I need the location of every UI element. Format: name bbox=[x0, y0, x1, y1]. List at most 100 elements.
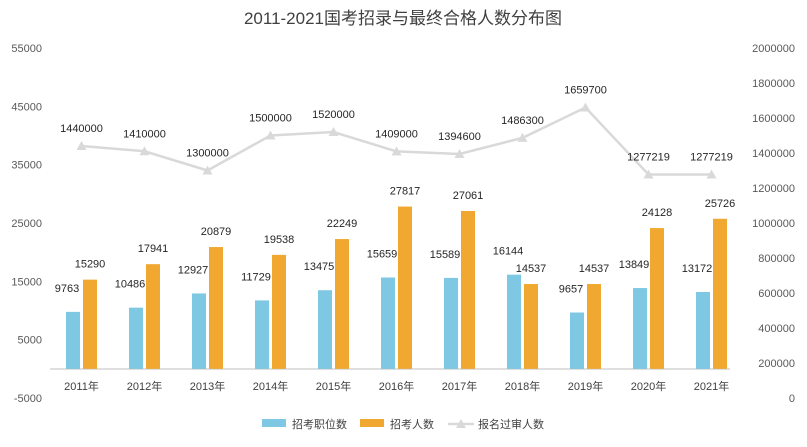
left-axis: 55000 45000 35000 25000 15000 5000 -5000 bbox=[11, 43, 42, 405]
bars bbox=[66, 206, 727, 369]
right-tick-label: 1600000 bbox=[752, 113, 795, 125]
line-point-approved bbox=[391, 146, 402, 156]
legend-swatch-positions bbox=[262, 419, 286, 427]
bar-positions bbox=[696, 291, 710, 369]
bar-applicants bbox=[461, 210, 475, 369]
data-label-positions: 12927 bbox=[178, 264, 209, 276]
left-tick-label: 5000 bbox=[18, 335, 42, 347]
x-tick-label: 2011年 bbox=[64, 379, 99, 393]
data-label-applicants: 27061 bbox=[453, 190, 484, 202]
data-label-approved: 1277219 bbox=[690, 151, 733, 163]
bar-applicants bbox=[524, 284, 538, 369]
data-label-applicants: 19538 bbox=[264, 234, 295, 246]
data-label-applicants: 17941 bbox=[138, 243, 169, 255]
bar-positions bbox=[570, 312, 584, 369]
data-label-approved: 1300000 bbox=[186, 148, 229, 160]
line-point-approved bbox=[265, 130, 276, 140]
line-approved bbox=[81, 106, 712, 176]
line-point-approved bbox=[76, 141, 87, 150]
right-axis: 2000000180000016000001400000120000010000… bbox=[752, 43, 795, 405]
data-label-approved: 1486300 bbox=[501, 115, 544, 127]
bar-positions bbox=[129, 307, 143, 369]
data-label-applicants: 24128 bbox=[642, 207, 673, 219]
data-label-positions: 15659 bbox=[367, 248, 398, 260]
bar-positions bbox=[507, 274, 521, 369]
bar-applicants bbox=[146, 264, 160, 369]
bar-positions bbox=[192, 293, 206, 369]
bar-applicants bbox=[398, 206, 412, 369]
right-tick-label: 1000000 bbox=[752, 218, 795, 230]
data-label-positions: 9657 bbox=[559, 284, 583, 296]
bar-positions bbox=[444, 277, 458, 369]
data-label-applicants: 25726 bbox=[705, 198, 736, 210]
data-label-positions: 9763 bbox=[55, 283, 79, 295]
x-tick-label: 2020年 bbox=[631, 379, 666, 393]
data-label-positions: 13849 bbox=[619, 259, 650, 271]
chart-title: 2011-2021国考招录与最终合格人数分布图 bbox=[244, 9, 562, 28]
x-tick-label: 2013年 bbox=[190, 379, 225, 393]
data-labels: 9763 15290 10486 17941 12927 20879 11729 19538 1… bbox=[55, 85, 736, 296]
left-tick-label: 35000 bbox=[11, 160, 42, 172]
left-tick-label: 15000 bbox=[11, 276, 42, 288]
line-point-approved bbox=[328, 127, 339, 136]
data-label-approved: 1500000 bbox=[249, 113, 292, 125]
right-tick-label: 400000 bbox=[758, 323, 795, 335]
data-label-positions: 13172 bbox=[682, 263, 713, 275]
legend-label-approved: 报名过审人数 bbox=[478, 417, 544, 431]
data-label-approved: 1520000 bbox=[312, 109, 355, 121]
x-tick-label: 2017年 bbox=[442, 379, 477, 393]
bar-applicants bbox=[713, 218, 727, 369]
right-tick-label: 1400000 bbox=[752, 148, 795, 160]
data-label-approved: 1409000 bbox=[375, 128, 418, 140]
x-tick-label: 2019年 bbox=[568, 379, 603, 393]
line-point-approved bbox=[454, 148, 465, 158]
line-point-approved bbox=[643, 169, 654, 179]
bar-applicants bbox=[335, 239, 349, 369]
line-point-approved bbox=[706, 169, 717, 179]
data-label-approved: 1410000 bbox=[123, 128, 166, 140]
right-tick-label: 2000000 bbox=[752, 43, 795, 55]
line-point-approved bbox=[202, 165, 213, 175]
data-label-applicants: 14537 bbox=[516, 263, 547, 275]
legend-label-applicants: 招考人数 bbox=[390, 417, 434, 431]
line-point-approved bbox=[580, 102, 591, 112]
left-tick-label: -5000 bbox=[14, 393, 42, 405]
x-tick-label: 2018年 bbox=[505, 379, 540, 393]
data-label-approved: 1659700 bbox=[564, 85, 607, 97]
right-tick-label: 200000 bbox=[758, 358, 795, 370]
data-label-applicants: 27817 bbox=[390, 186, 421, 198]
left-tick-label: 55000 bbox=[11, 43, 42, 55]
line-point-approved bbox=[139, 146, 150, 156]
bar-positions bbox=[381, 277, 395, 369]
right-tick-label: 0 bbox=[789, 393, 795, 405]
data-label-positions: 15589 bbox=[430, 249, 461, 261]
x-axis: 2011年 2012年 2013年 2014年 2015年 2016年 2017年 2018年… bbox=[64, 379, 729, 393]
legend-marker-approved bbox=[456, 419, 466, 428]
left-tick-label: 45000 bbox=[11, 101, 42, 113]
x-tick-label: 2012年 bbox=[127, 379, 162, 393]
legend: 招考职位数 招考人数 报名过审人数 bbox=[262, 417, 544, 431]
data-label-positions: 16144 bbox=[493, 246, 524, 258]
data-label-applicants: 14537 bbox=[579, 263, 610, 275]
legend-label-positions: 招考职位数 bbox=[292, 417, 347, 431]
x-tick-label: 2021年 bbox=[694, 379, 729, 393]
right-tick-label: 800000 bbox=[758, 253, 795, 265]
data-label-positions: 10486 bbox=[115, 279, 146, 291]
bar-applicants bbox=[83, 279, 97, 369]
right-tick-label: 600000 bbox=[758, 288, 795, 300]
line-series bbox=[76, 102, 717, 179]
legend-swatch-applicants bbox=[360, 419, 384, 427]
data-label-positions: 11729 bbox=[241, 271, 271, 283]
data-label-positions: 13475 bbox=[304, 261, 335, 273]
data-label-applicants: 22249 bbox=[327, 218, 358, 230]
line-point-approved bbox=[517, 132, 528, 142]
bar-positions bbox=[318, 290, 332, 369]
data-label-applicants: 15290 bbox=[75, 259, 106, 271]
bar-applicants bbox=[272, 254, 286, 369]
data-label-approved: 1394600 bbox=[438, 131, 481, 143]
bar-positions bbox=[66, 311, 80, 369]
data-label-approved: 1277219 bbox=[627, 151, 670, 163]
bar-positions bbox=[633, 288, 647, 369]
bar-applicants bbox=[650, 228, 664, 369]
x-tick-label: 2016年 bbox=[379, 379, 414, 393]
